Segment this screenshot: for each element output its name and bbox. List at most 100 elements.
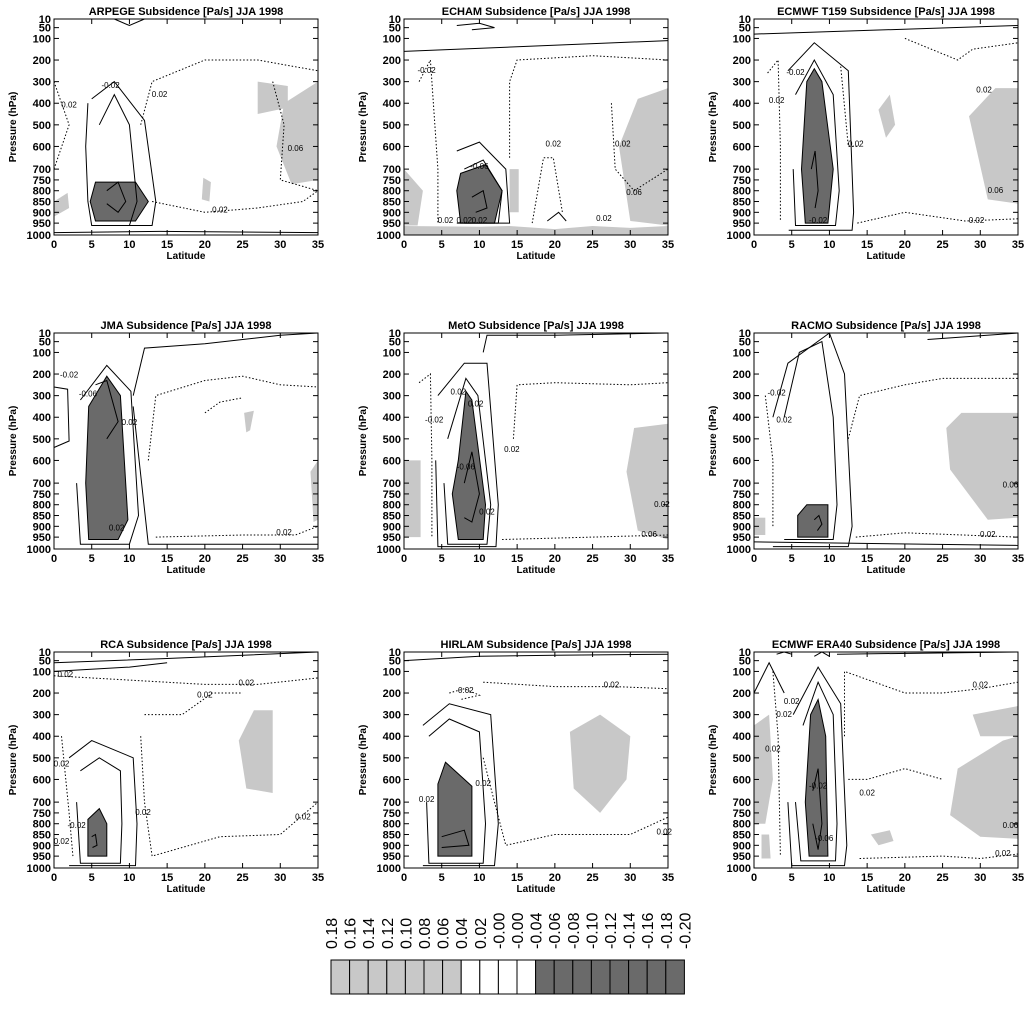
y-tick-label: 950 — [33, 851, 51, 863]
y-tick-label: 600 — [33, 774, 51, 786]
y-tick-label: 600 — [33, 141, 51, 153]
y-tick-label: 800 — [733, 500, 751, 512]
y-tick-label: 900 — [383, 521, 401, 533]
solid-contour-line — [456, 22, 495, 31]
panel-title: ECMWF T159 Subsidence [Pa/s] JJA 1998 — [777, 6, 995, 18]
contour-label: -0.02 — [425, 416, 444, 425]
panel-echam: -0.020.02-0.060.020.020.020.060.020.02EC… — [358, 6, 674, 262]
contour-label: -0.02 — [768, 389, 787, 398]
y-tick-label: 500 — [33, 120, 51, 132]
contour-label: 0.02 — [972, 681, 988, 690]
y-tick-label: 50 — [39, 656, 51, 668]
x-axis-label: Latitude — [867, 565, 906, 576]
x-tick-label: 10 — [473, 239, 485, 251]
y-tick-label: 10 — [39, 14, 51, 26]
y-tick-label: 10 — [39, 328, 51, 340]
negative-subsidence-region — [797, 504, 829, 538]
x-tick-label: 0 — [51, 872, 57, 884]
colorbar-label: 0.06 — [436, 918, 453, 949]
y-tick-label: 200 — [33, 688, 51, 700]
positive-subsidence-region — [404, 169, 423, 226]
colorbar-cell — [349, 959, 369, 995]
positive-subsidence-region — [244, 410, 254, 433]
solid-contour-line — [68, 740, 138, 867]
contour-label: 0.06 — [641, 530, 657, 539]
colorbar-label: 0.08 — [417, 918, 434, 949]
x-tick-label: 30 — [624, 553, 636, 565]
x-tick-label: 20 — [549, 553, 561, 565]
y-tick-label: 900 — [33, 207, 51, 219]
contour-label: 0.02 — [765, 744, 781, 753]
negative-subsidence-region — [804, 697, 829, 857]
contour-label: 0.06 — [988, 186, 1004, 195]
colorbar-cell — [535, 959, 555, 995]
x-tick-label: 35 — [662, 553, 674, 565]
contour-label: -0.02 — [809, 216, 828, 225]
contour-label: 0.02 — [784, 697, 800, 706]
x-axis-label: Latitude — [517, 565, 556, 576]
y-tick-label: 100 — [733, 666, 751, 678]
x-axis-label: Latitude — [867, 884, 906, 895]
y-tick-label: 10 — [389, 14, 401, 26]
y-tick-label: 850 — [733, 830, 751, 842]
x-tick-label: 0 — [51, 239, 57, 251]
plot-frame — [53, 332, 319, 550]
colorbar-label: 0.18 — [324, 918, 341, 949]
x-tick-label: 35 — [1012, 239, 1024, 251]
y-tick-label: 850 — [383, 511, 401, 523]
panel-title: ARPEGE Subsidence [Pa/s] JJA 1998 — [89, 6, 284, 18]
y-tick-label: 850 — [383, 197, 401, 209]
x-tick-label: 30 — [974, 872, 986, 884]
plot-frame — [403, 18, 669, 236]
colorbar-cell — [516, 959, 537, 995]
solid-contour-line — [813, 514, 823, 531]
x-tick-label: 25 — [586, 553, 598, 565]
contour-label: 0.02 — [295, 812, 311, 821]
y-tick-label: 900 — [733, 207, 751, 219]
panel-arpege: -0.02 0.02 0.02 0.06 0.02 ARPEGE Subsidence [… — [8, 6, 324, 262]
x-tick-label: 35 — [662, 239, 674, 251]
x-tick-label: 30 — [974, 553, 986, 565]
x-tick-label: 5 — [89, 553, 95, 565]
y-tick-label: 800 — [33, 186, 51, 198]
contour-label: 0.02 — [615, 139, 631, 148]
positive-subsidence-region — [404, 460, 421, 538]
positive-subsidence-region — [946, 412, 1018, 520]
y-tick-label: 600 — [383, 455, 401, 467]
solid-contour-line — [53, 662, 168, 672]
x-tick-label: 15 — [161, 239, 173, 251]
plot-area — [404, 333, 668, 549]
x-tick-label: 30 — [974, 239, 986, 251]
y-tick-label: 600 — [733, 141, 751, 153]
plot-frame — [53, 651, 319, 869]
x-tick-label: 0 — [751, 239, 757, 251]
y-tick-label: 300 — [33, 710, 51, 722]
x-tick-label: 10 — [473, 872, 485, 884]
x-tick-label: 10 — [123, 239, 135, 251]
colorbar-cell — [442, 959, 462, 995]
y-tick-label: 200 — [33, 55, 51, 67]
dotted-contour-line — [140, 59, 319, 125]
y-tick-label: 800 — [383, 500, 401, 512]
y-tick-label: 750 — [383, 489, 401, 501]
y-tick-label: 200 — [733, 55, 751, 67]
contour-label: 0.02 — [212, 205, 228, 214]
panel-title: ECHAM Subsidence [Pa/s] JJA 1998 — [442, 6, 631, 18]
y-tick-label: 200 — [383, 688, 401, 700]
x-tick-label: 5 — [439, 553, 445, 565]
colorbar-label: -0.00 — [510, 912, 527, 949]
contour-label: 0.06 — [626, 188, 642, 197]
y-tick-label: 400 — [733, 98, 751, 110]
x-tick-label: 20 — [549, 239, 561, 251]
x-axis-label: Latitude — [167, 565, 206, 576]
solid-contour-line — [795, 680, 838, 862]
contour-label: 0.02 — [475, 779, 491, 788]
dotted-contour-line — [855, 532, 1019, 538]
x-tick-label: 30 — [274, 239, 286, 251]
x-tick-label: 35 — [1012, 553, 1024, 565]
y-tick-label: 50 — [739, 656, 751, 668]
x-tick-label: 30 — [274, 553, 286, 565]
y-tick-label: 850 — [33, 197, 51, 209]
contour-label: 0.06 — [288, 144, 304, 153]
positive-subsidence-region — [310, 460, 318, 522]
